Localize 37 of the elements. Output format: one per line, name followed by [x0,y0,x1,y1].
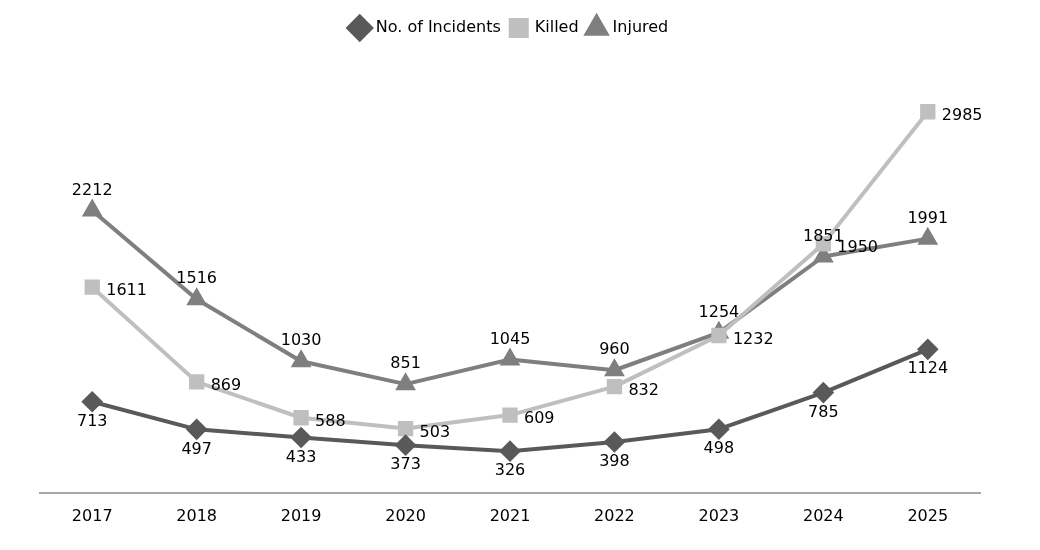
data-label: 785 [808,401,839,421]
data-label: 2985 [941,104,983,124]
data-label: 1991 [907,207,949,227]
data-label: 2212 [71,179,113,199]
x-tick-label: 2019 [280,505,322,525]
legend-label: Injured [612,17,669,37]
data-label: 503 [419,421,451,441]
data-label: 1232 [732,328,774,348]
data-label: 713 [76,410,108,430]
data-label: 373 [390,454,421,474]
data-label: 869 [210,375,242,395]
data-label: 498 [703,438,735,458]
data-label: 1030 [280,330,322,350]
x-tick-label: 2017 [71,505,113,525]
data-label: 832 [628,379,659,399]
data-label: 588 [315,410,346,430]
x-tick-label: 2025 [907,505,949,525]
data-label: 1611 [106,280,147,300]
data-label: 433 [285,446,317,466]
x-tick-label: 2021 [489,505,531,525]
data-label: 851 [390,353,421,373]
data-label: 1254 [698,301,740,321]
data-label: 497 [181,438,212,458]
x-tick-label: 2020 [385,505,426,525]
data-label: 398 [599,451,630,471]
x-tick-label: 2023 [698,505,740,525]
legend-label: No. of Incidents [375,17,501,37]
legend-label: Killed [534,17,579,37]
x-tick-label: 2022 [594,505,635,525]
x-tick-label: 2024 [802,505,844,525]
x-tick-label: 2018 [176,505,218,525]
data-label: 1124 [907,358,949,378]
data-label: 609 [524,408,555,428]
data-label: 1516 [176,268,218,288]
data-label: 326 [494,460,526,480]
data-label: 1045 [489,328,531,348]
data-label: 960 [599,339,630,359]
